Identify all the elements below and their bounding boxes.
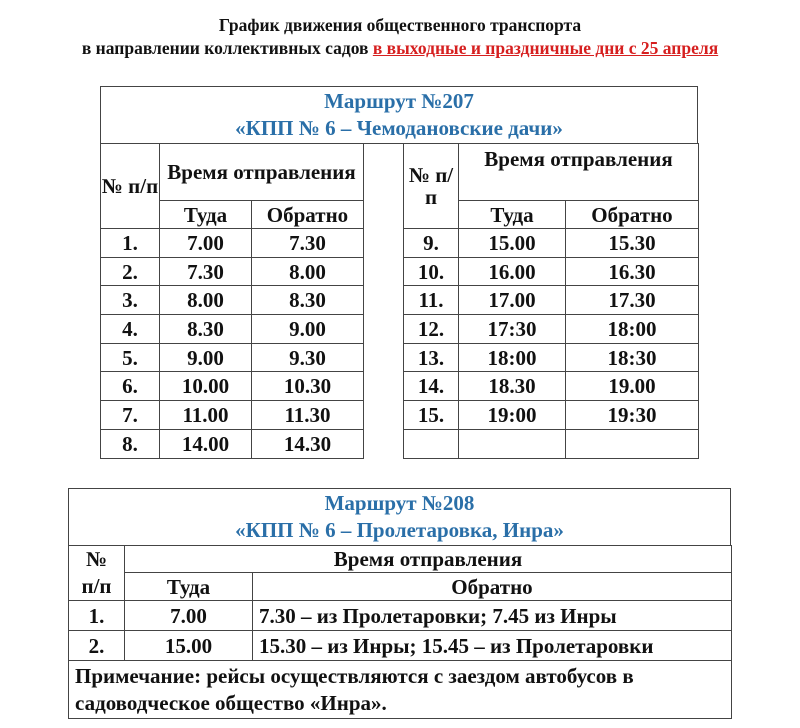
- departure-back: 16.30: [565, 256, 699, 287]
- row-number: 11.: [403, 285, 459, 316]
- route-208-table: № Время отправления п/п Туда Обратно 1. 7…: [68, 545, 732, 719]
- route-208-name: «КПП № 6 – Пролетаровка, Инра»: [235, 518, 564, 542]
- table-row: 3. 8.00 8.30: [100, 285, 364, 316]
- row-number: 5.: [100, 342, 160, 373]
- header-back: Обратно: [565, 200, 699, 229]
- header-num: № п/п: [403, 143, 459, 229]
- row-number: 3.: [100, 285, 160, 316]
- row-number: 1.: [100, 228, 160, 258]
- departure-there: 7.00: [124, 600, 253, 631]
- departure-back: 19:30: [565, 400, 699, 430]
- route-208-note: Примечание: рейсы осуществляются с заезд…: [68, 660, 732, 719]
- departure-there: 11.00: [159, 400, 252, 430]
- route-207-table-right: № п/п Время отправления Туда Обратно 9. 1…: [403, 143, 699, 459]
- row-number: 4.: [100, 314, 160, 344]
- table-row: 9. 15.00 15.30: [403, 228, 699, 258]
- departure-back: 14.30: [251, 428, 364, 459]
- departure-there: 7.30: [159, 256, 252, 287]
- route-207-name: «КПП № 6 – Чемодановские дачи»: [235, 116, 563, 140]
- departure-there: 15.00: [458, 228, 566, 258]
- header-back: Обратно: [251, 200, 364, 229]
- departure-there: [458, 428, 566, 459]
- header-time: Время отправления: [458, 143, 699, 201]
- row-number: 10.: [403, 256, 459, 287]
- row-number: 2.: [100, 256, 160, 287]
- departure-there: 14.00: [159, 428, 252, 459]
- table-row: 10. 16.00 16.30: [403, 256, 699, 287]
- row-number: 8.: [100, 428, 160, 459]
- table-row: 8. 14.00 14.30: [100, 428, 364, 459]
- departure-back: 7.30 – из Пролетаровки; 7.45 из Инры: [252, 600, 732, 631]
- row-number: [403, 428, 459, 459]
- header-num: № п/п: [100, 143, 160, 229]
- departure-back: 15.30 – из Инры; 15.45 – из Пролетаровки: [252, 630, 732, 661]
- departure-back: 8.00: [251, 256, 364, 287]
- departure-back: 11.30: [251, 400, 364, 430]
- header-time: Время отправления: [124, 545, 732, 573]
- table-row: 4. 8.30 9.00: [100, 314, 364, 344]
- route-207-table-left: № п/п Время отправления Туда Обратно 1. 7…: [100, 143, 364, 459]
- route-208-number: Маршрут №208: [324, 491, 475, 515]
- departure-there: 19:00: [458, 400, 566, 430]
- heading-line-2: в направлении коллективных садов в выход…: [0, 37, 800, 59]
- departure-there: 15.00: [124, 630, 253, 661]
- departure-there: 18:00: [458, 342, 566, 373]
- table-row: 1. 7.00 7.30: [100, 228, 364, 258]
- table-row: 2. 7.30 8.00: [100, 256, 364, 287]
- table-row: 5. 9.00 9.30: [100, 342, 364, 373]
- header-back: Обратно: [252, 572, 732, 601]
- table-row: 2. 15.00 15.30 – из Инры; 15.45 – из Проле…: [68, 630, 732, 661]
- departure-there: 8.00: [159, 285, 252, 316]
- table-row: 1. 7.00 7.30 – из Пролетаровки; 7.45 из Ин…: [68, 600, 732, 631]
- route-207-number: Маршрут №207: [324, 89, 474, 113]
- route-208-title: Маршрут №208 «КПП № 6 – Пролетаровка, Ин…: [68, 488, 731, 546]
- table-row: 11. 17.00 17.30: [403, 285, 699, 316]
- departure-back: 19.00: [565, 371, 699, 402]
- header-num-bottom: п/п: [68, 572, 125, 601]
- row-number: 1.: [68, 600, 125, 631]
- header-there: Туда: [458, 200, 566, 229]
- departure-back: 7.30: [251, 228, 364, 258]
- header-time: Время отправления: [159, 143, 364, 201]
- row-number: 9.: [403, 228, 459, 258]
- heading-line-1: График движения общественного транспорта: [218, 15, 582, 35]
- departure-back: 18:00: [565, 314, 699, 344]
- departure-there: 8.30: [159, 314, 252, 344]
- departure-back: 15.30: [565, 228, 699, 258]
- departure-there: 10.00: [159, 371, 252, 402]
- departure-back: 18:30: [565, 342, 699, 373]
- table-row: 12. 17:30 18:00: [403, 314, 699, 344]
- departure-back: 8.30: [251, 285, 364, 316]
- departure-there: 7.00: [159, 228, 252, 258]
- table-row: 15. 19:00 19:30: [403, 400, 699, 430]
- row-number: 7.: [100, 400, 160, 430]
- row-number: 14.: [403, 371, 459, 402]
- row-number: 12.: [403, 314, 459, 344]
- table-row: [403, 428, 699, 459]
- table-row: 13. 18:00 18:30: [403, 342, 699, 373]
- row-number: 13.: [403, 342, 459, 373]
- row-number: 15.: [403, 400, 459, 430]
- header-there: Туда: [159, 200, 252, 229]
- route-207-title: Маршрут №207 «КПП № 6 – Чемодановские да…: [100, 86, 698, 144]
- row-number: 6.: [100, 371, 160, 402]
- departure-back: 9.00: [251, 314, 364, 344]
- departure-there: 9.00: [159, 342, 252, 373]
- departure-there: 16.00: [458, 256, 566, 287]
- heading-highlight: в выходные и праздничные дни с 25 апреля: [372, 38, 719, 58]
- table-row: 14. 18.30 19.00: [403, 371, 699, 402]
- table-row: 6. 10.00 10.30: [100, 371, 364, 402]
- departure-back: 9.30: [251, 342, 364, 373]
- departure-back: 17.30: [565, 285, 699, 316]
- departure-there: 17.00: [458, 285, 566, 316]
- departure-back: [565, 428, 699, 459]
- departure-there: 17:30: [458, 314, 566, 344]
- departure-back: 10.30: [251, 371, 364, 402]
- header-there: Туда: [124, 572, 253, 601]
- row-number: 2.: [68, 630, 125, 661]
- heading-prefix: в направлении коллективных садов: [81, 38, 369, 58]
- table-row: 7. 11.00 11.30: [100, 400, 364, 430]
- departure-there: 18.30: [458, 371, 566, 402]
- header-num-top: №: [68, 545, 125, 573]
